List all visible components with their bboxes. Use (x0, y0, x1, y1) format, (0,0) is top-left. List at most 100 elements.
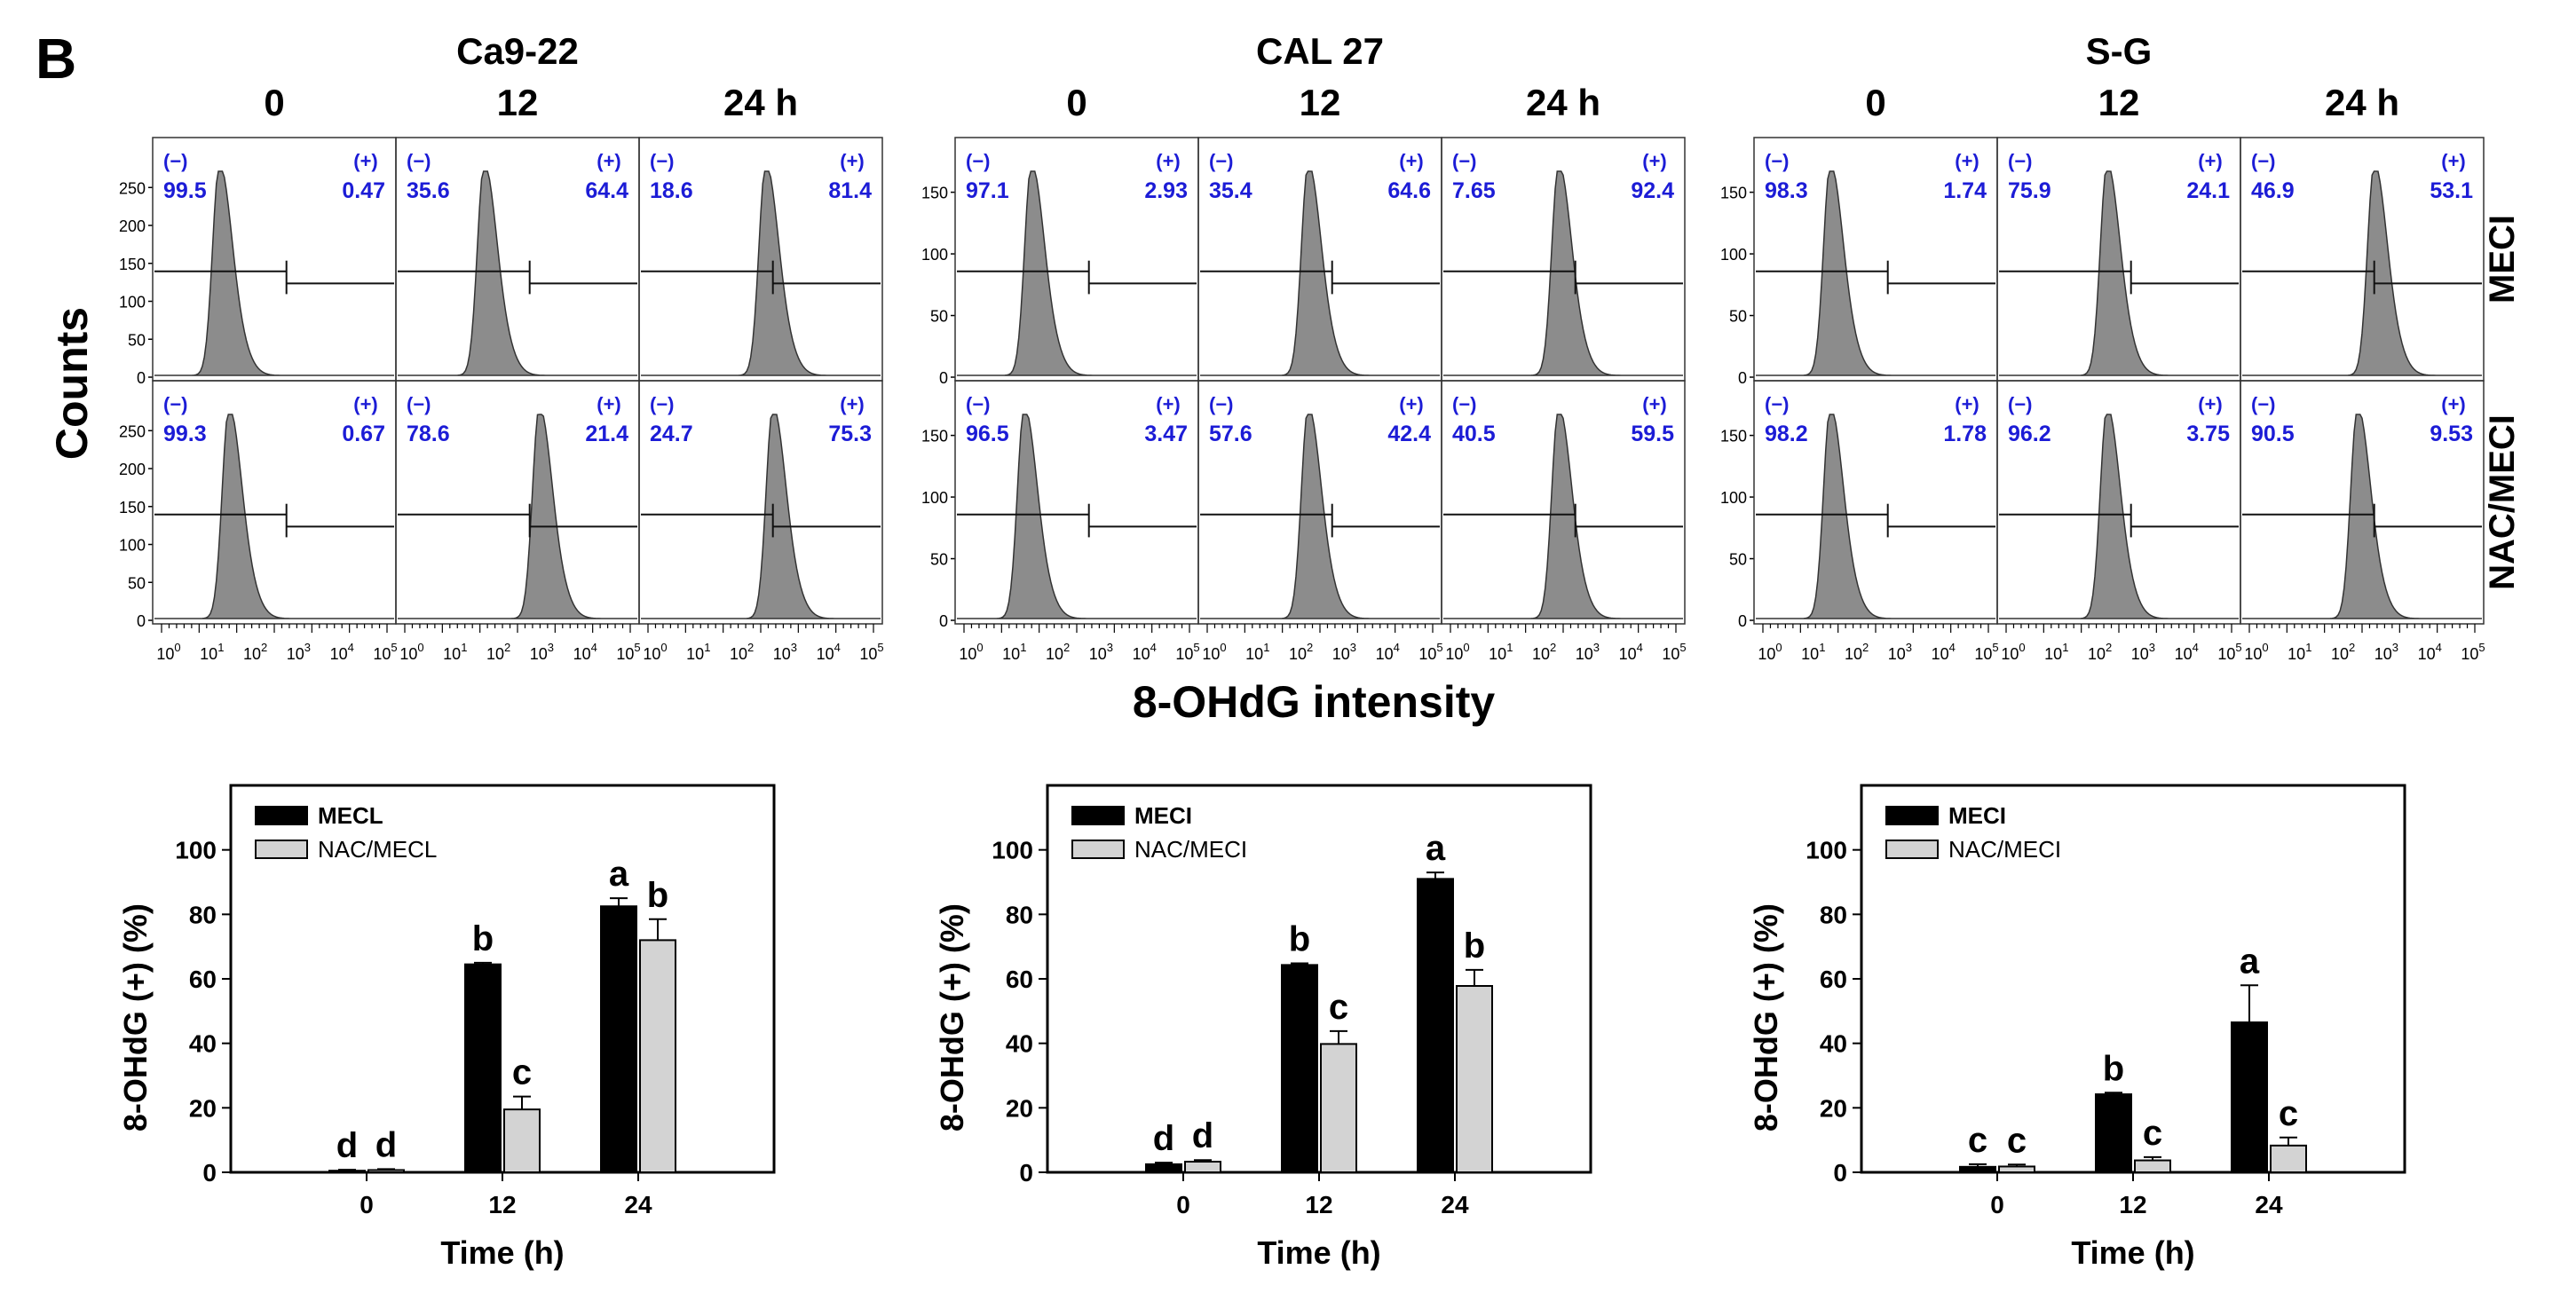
x-tick-label: 12 (1305, 1191, 1332, 1218)
x-tick-label: 103 (773, 641, 797, 663)
x-tick-label: 100 (1202, 641, 1226, 663)
x-tick-label: 12 (488, 1191, 516, 1218)
significance-letter: c (512, 1053, 532, 1092)
significance-letter: a (1426, 829, 1446, 868)
x-axis-label: Time (h) (1257, 1234, 1380, 1271)
positive-percent: 75.3 (828, 422, 872, 446)
x-tick-label: 103 (1888, 641, 1912, 663)
bar (2270, 1144, 2307, 1174)
y-tick-label: 50 (1729, 308, 1747, 326)
positive-percent: 24.1 (2186, 178, 2230, 203)
x-tick-label: 100 (399, 641, 423, 663)
x-tick-label: 102 (1532, 641, 1556, 663)
positive-percent: 53.1 (2430, 178, 2473, 203)
negative-percent: 99.5 (163, 178, 207, 203)
significance-letter: b (647, 876, 668, 915)
positive-gate-label: (+) (1955, 150, 1979, 172)
x-tick-label: 104 (817, 641, 841, 663)
negative-percent: 40.5 (1452, 422, 1496, 446)
chart-frame (229, 784, 776, 1174)
legend-swatch (255, 806, 308, 825)
y-tick-label: 0 (137, 369, 146, 387)
histogram (2242, 170, 2482, 376)
x-tick-label: 105 (1175, 641, 1199, 663)
histogram (398, 170, 637, 376)
legend-label: NAC/MECI (1134, 836, 1247, 863)
x-tick-label: 102 (243, 641, 267, 663)
legend-label: MECI (1948, 802, 2006, 829)
negative-percent: 35.4 (1209, 178, 1252, 203)
y-tick-label: 200 (119, 461, 146, 478)
histogram (1443, 414, 1683, 619)
positive-percent: 81.4 (828, 178, 872, 203)
positive-percent: 0.47 (342, 178, 385, 203)
x-tick-label: 100 (1445, 641, 1469, 663)
negative-percent: 24.7 (650, 422, 693, 446)
positive-percent: 1.74 (1943, 178, 1987, 203)
counts-axis-label: Counts (47, 307, 97, 460)
y-tick-label: 0 (137, 612, 146, 630)
y-tick-label: 250 (119, 179, 146, 197)
time-label: 24 h (2325, 82, 2399, 123)
significance-letter: c (1329, 988, 1348, 1027)
x-tick-label: 103 (530, 641, 554, 663)
positive-gate-label: (+) (2441, 393, 2466, 415)
x-tick-label: 105 (1974, 641, 1998, 663)
histogram-frame (152, 380, 397, 625)
negative-gate-label: (−) (966, 393, 991, 415)
significance-letter: d (375, 1125, 397, 1164)
row-label: NAC/MECI (2483, 414, 2522, 590)
y-tick-label: 20 (1006, 1094, 1033, 1122)
histogram (154, 414, 394, 619)
bar (1320, 1043, 1357, 1173)
x-tick-label: 103 (2131, 641, 2155, 663)
time-label: 0 (1066, 82, 1087, 123)
x-tick-label: 100 (643, 641, 667, 663)
y-tick-label: 200 (119, 217, 146, 235)
y-tick-label: 100 (1720, 246, 1747, 264)
x-tick-label: 0 (360, 1191, 374, 1218)
histogram-frame (395, 380, 640, 625)
x-tick-label: 105 (2217, 641, 2241, 663)
y-tick-label: 150 (1720, 185, 1747, 202)
x-tick-label: 102 (730, 641, 754, 663)
x-tick-label: 103 (1089, 641, 1113, 663)
y-tick-label: 60 (1006, 966, 1033, 993)
y-tick-label: 50 (128, 574, 146, 592)
y-tick-label: 40 (1006, 1030, 1033, 1058)
y-tick-label: 100 (119, 294, 146, 311)
histogram-frame (954, 380, 1199, 625)
histogram-frame (1753, 380, 1998, 625)
negative-gate-label: (−) (2008, 393, 2033, 415)
bar (328, 1170, 366, 1174)
positive-percent: 3.47 (1144, 422, 1188, 446)
negative-gate-label: (−) (1452, 393, 1477, 415)
x-tick-label: 104 (573, 641, 597, 663)
x-tick-label: 101 (1245, 641, 1269, 663)
histogram (1999, 414, 2239, 619)
x-tick-label: 101 (686, 641, 710, 663)
cell-line-title: S-G (2086, 30, 2153, 72)
positive-gate-label: (+) (2198, 393, 2223, 415)
bar (600, 905, 637, 1173)
y-tick-label: 20 (1820, 1094, 1847, 1122)
negative-gate-label: (−) (2251, 393, 2276, 415)
bar (2095, 1093, 2132, 1174)
negative-gate-label: (−) (650, 150, 675, 172)
significance-letter: a (2240, 942, 2260, 981)
y-tick-label: 100 (119, 537, 146, 555)
significance-letter: c (1968, 1121, 1987, 1160)
negative-percent: 7.65 (1452, 178, 1496, 203)
x-tick-label: 0 (1176, 1191, 1190, 1218)
negative-percent: 96.2 (2008, 422, 2051, 446)
y-axis-label: 8-OHdG (+) (%) (117, 903, 154, 1131)
significance-letter: c (2143, 1114, 2162, 1153)
significance-letter: b (2103, 1049, 2124, 1088)
positive-percent: 42.4 (1387, 422, 1431, 446)
positive-gate-label: (+) (1642, 393, 1667, 415)
cell-line-title: CAL 27 (1256, 30, 1384, 72)
positive-percent: 0.67 (342, 422, 385, 446)
negative-percent: 99.3 (163, 422, 207, 446)
positive-gate-label: (+) (840, 393, 865, 415)
